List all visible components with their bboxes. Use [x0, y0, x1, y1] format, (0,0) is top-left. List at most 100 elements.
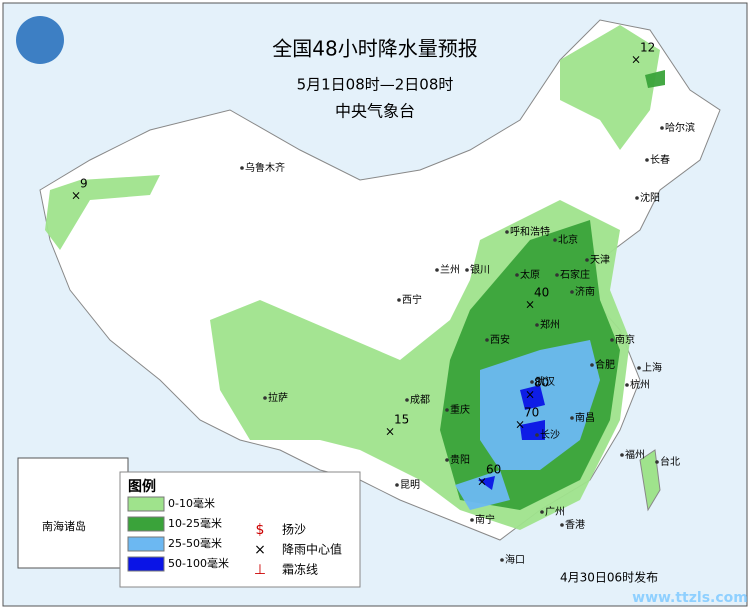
rain-center-mark: ×: [525, 298, 535, 312]
city-dot: [535, 323, 539, 327]
city-label: 重庆: [450, 403, 470, 416]
inset-label: 南海诸岛: [42, 519, 86, 533]
city-dot: [540, 510, 544, 514]
city-dot: [445, 458, 449, 462]
city-label: 郑州: [540, 318, 560, 331]
city-dot: [555, 273, 559, 277]
city-label: 武汉: [535, 375, 555, 388]
legend-symbol-label: 降雨中心值: [282, 542, 342, 557]
rain-center-value: 70: [524, 406, 539, 420]
city-dot: [405, 398, 409, 402]
city-label: 呼和浩特: [510, 226, 550, 238]
city-dot: [655, 460, 659, 464]
city-label: 拉萨: [268, 391, 288, 404]
rain-center-value: 15: [394, 413, 409, 427]
logo: [16, 16, 64, 64]
rain-center-value: 12: [640, 41, 655, 55]
city-label: 合肥: [595, 358, 615, 371]
city-dot: [263, 396, 267, 400]
city-dot: [553, 238, 557, 242]
city-dot: [637, 366, 641, 370]
city-dot: [485, 338, 489, 342]
rain-center-value: 80: [534, 376, 549, 390]
city-label: 西宁: [402, 293, 422, 306]
legend-symbol: $: [256, 522, 265, 538]
city-dot: [590, 363, 594, 367]
city-label: 昆明: [400, 479, 420, 491]
legend-swatch: [127, 556, 165, 572]
city-dot: [515, 273, 519, 277]
city-dot: [240, 166, 244, 170]
city-label: 成都: [410, 394, 430, 406]
taiwan: [639, 449, 661, 512]
city-label: 天津: [590, 254, 610, 266]
city-dot: [500, 558, 504, 562]
city-label: 贵阳: [450, 453, 470, 466]
city-label: 南昌: [575, 411, 595, 424]
city-dot: [610, 338, 614, 342]
city-label: 广州: [545, 506, 565, 518]
legend-label: 10-25毫米: [168, 516, 222, 530]
rain-center-value: 60: [486, 463, 501, 477]
legend-label: 0-10毫米: [168, 496, 215, 510]
city-label: 福州: [625, 448, 645, 461]
city-dot: [645, 158, 649, 162]
legend-swatch: [127, 496, 165, 512]
rain-area: [560, 25, 660, 150]
city-label: 台北: [660, 455, 680, 468]
inset-box: [17, 457, 129, 569]
city-dot: [625, 383, 629, 387]
city-label: 哈尔滨: [665, 121, 695, 134]
legend-swatch: [127, 516, 165, 532]
rain-center-mark: ×: [631, 53, 641, 67]
rain-center-mark: ×: [71, 189, 81, 203]
city-label: 西安: [490, 333, 510, 346]
city-dot: [435, 268, 439, 272]
city-dot: [505, 230, 509, 234]
rain-center-value: 9: [80, 177, 88, 191]
rain-area: [478, 476, 495, 490]
city-label: 长沙: [540, 429, 560, 441]
city-dot: [585, 258, 589, 262]
legend-label: 50-100毫米: [168, 556, 229, 570]
title: 全国48小时降水量预报: [272, 37, 477, 61]
precipitation: [45, 25, 665, 530]
city-dot: [530, 380, 534, 384]
city-label: 太原: [520, 268, 540, 281]
rain-center-mark: ×: [385, 425, 395, 439]
legend-symbol: ⊥: [254, 562, 266, 578]
city-dot: [535, 433, 539, 437]
city-label: 杭州: [630, 378, 650, 391]
date-range: 5月1日08时—2日08时: [297, 76, 454, 94]
city-dot: [445, 408, 449, 412]
city-label: 上海: [642, 361, 662, 374]
city-label: 南宁: [475, 513, 495, 526]
rain-area: [45, 175, 160, 250]
city-label: 海口: [505, 553, 525, 566]
city-label: 香港: [565, 519, 585, 531]
city-label: 银川: [470, 263, 490, 276]
city-dot: [570, 416, 574, 420]
rain-center-mark: ×: [515, 418, 525, 432]
city-label: 兰州: [440, 263, 460, 276]
city-dot: [660, 126, 664, 130]
city-label: 石家庄: [560, 268, 590, 281]
rain-area: [455, 470, 510, 510]
city-dot: [470, 518, 474, 522]
city-dot: [395, 483, 399, 487]
rain-area: [520, 385, 545, 410]
city-label: 乌鲁木齐: [245, 161, 285, 174]
watermark: www.ttzls.com: [632, 590, 748, 606]
legend-symbol: ×: [254, 542, 266, 558]
city-dot: [570, 290, 574, 294]
rain-center-mark: ×: [525, 388, 535, 402]
city-label: 沈阳: [640, 191, 660, 204]
rain-center-value: 40: [534, 286, 549, 300]
legend-label: 25-50毫米: [168, 536, 222, 550]
city-label: 北京: [558, 233, 578, 246]
legend-title: 图例: [128, 478, 156, 495]
issuer: 中央气象台: [335, 102, 415, 121]
city-label: 长春: [650, 154, 670, 166]
city-dot: [397, 298, 401, 302]
city-label: 济南: [575, 285, 595, 298]
